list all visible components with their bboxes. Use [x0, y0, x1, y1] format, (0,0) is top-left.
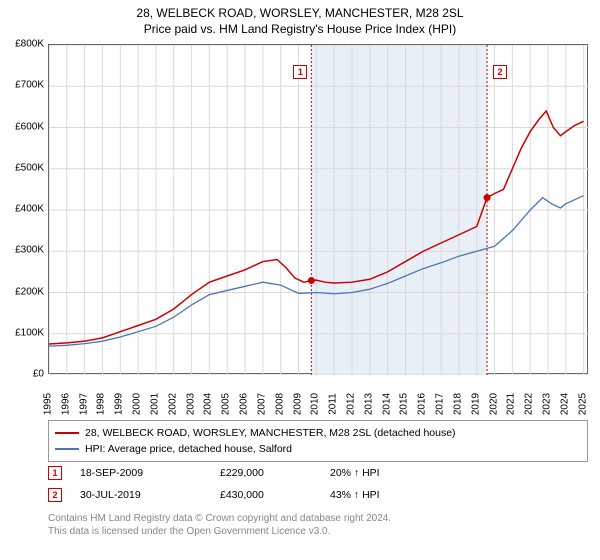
legend-item: 28, WELBECK ROAD, WORSLEY, MANCHESTER, M… [55, 425, 581, 441]
x-tick-label: 2016 [417, 393, 428, 415]
x-tick-label: 1997 [78, 393, 89, 415]
attribution-line1: Contains HM Land Registry data © Crown c… [48, 512, 588, 525]
y-tick-label: £700K [15, 80, 44, 91]
sale-price: £430,000 [220, 489, 330, 501]
y-tick-label: £400K [15, 204, 44, 215]
sale-delta: 20% ↑ HPI [330, 467, 440, 479]
x-tick-label: 2018 [452, 393, 463, 415]
sale-delta: 43% ↑ HPI [330, 489, 440, 501]
x-tick-label: 1995 [43, 393, 54, 415]
x-tick-label: 2015 [399, 393, 410, 415]
x-tick-label: 2003 [185, 393, 196, 415]
sale-row: 2 30-JUL-2019£430,00043% ↑ HPI [48, 484, 588, 506]
y-tick-label: £600K [15, 121, 44, 132]
x-tick-label: 2011 [328, 393, 339, 415]
legend: 28, WELBECK ROAD, WORSLEY, MANCHESTER, M… [48, 420, 588, 462]
x-tick-label: 1996 [60, 393, 71, 415]
title-address: 28, WELBECK ROAD, WORSLEY, MANCHESTER, M… [0, 6, 600, 20]
y-tick-label: £500K [15, 162, 44, 173]
sales-table: 1 18-SEP-2009£229,00020% ↑ HPI 2 30-JUL-201… [48, 462, 588, 506]
y-tick-label: £300K [15, 245, 44, 256]
x-tick-label: 2023 [542, 393, 553, 415]
x-tick-label: 2010 [310, 393, 321, 415]
sale-date: 18-SEP-2009 [80, 467, 220, 479]
x-tick-label: 2004 [203, 393, 214, 415]
sale-marker-icon: 1 [48, 466, 62, 480]
legend-text: 28, WELBECK ROAD, WORSLEY, MANCHESTER, M… [85, 427, 456, 439]
sale-date: 30-JUL-2019 [80, 489, 220, 501]
x-tick-label: 2022 [524, 393, 535, 415]
x-tick-label: 2013 [363, 393, 374, 415]
attribution: Contains HM Land Registry data © Crown c… [48, 512, 588, 538]
x-tick-label: 2025 [577, 393, 588, 415]
x-tick-label: 2024 [559, 393, 570, 415]
sale-row: 1 18-SEP-2009£229,00020% ↑ HPI [48, 462, 588, 484]
x-tick-label: 2017 [435, 393, 446, 415]
sale-annotation-1: 1 [293, 65, 307, 79]
x-tick-label: 1998 [96, 393, 107, 415]
y-tick-label: £200K [15, 286, 44, 297]
x-tick-label: 2012 [345, 393, 356, 415]
legend-swatch [55, 432, 79, 434]
sale-price: £229,000 [220, 467, 330, 479]
x-tick-label: 2000 [132, 393, 143, 415]
title-subtitle: Price paid vs. HM Land Registry's House … [0, 22, 600, 36]
y-tick-label: £0 [33, 369, 44, 380]
titles: 28, WELBECK ROAD, WORSLEY, MANCHESTER, M… [0, 0, 600, 36]
x-tick-label: 2007 [256, 393, 267, 415]
x-tick-label: 2006 [239, 393, 250, 415]
x-tick-label: 2005 [221, 393, 232, 415]
legend-text: HPI: Average price, detached house, Salf… [85, 443, 292, 455]
y-tick-label: £100K [15, 327, 44, 338]
plot-area: 12 [48, 44, 588, 374]
x-axis-labels: 1995199619971998199920002001200220032004… [48, 376, 588, 414]
x-tick-label: 1999 [114, 393, 125, 415]
sale-marker-icon: 2 [48, 488, 62, 502]
chart-area: £0£100K£200K£300K£400K£500K£600K£700K£80… [0, 44, 600, 414]
y-tick-label: £800K [15, 39, 44, 50]
x-tick-label: 2008 [274, 393, 285, 415]
sale-annotation-2: 2 [493, 65, 507, 79]
chart-container: 28, WELBECK ROAD, WORSLEY, MANCHESTER, M… [0, 0, 600, 560]
x-tick-label: 2020 [488, 393, 499, 415]
attribution-line2: This data is licensed under the Open Gov… [48, 525, 588, 538]
x-tick-label: 2014 [381, 393, 392, 415]
x-tick-label: 2019 [470, 393, 481, 415]
x-tick-label: 2002 [167, 393, 178, 415]
x-tick-label: 2001 [149, 393, 160, 415]
legend-swatch [55, 448, 79, 450]
y-axis-labels: £0£100K£200K£300K£400K£500K£600K£700K£80… [0, 44, 48, 374]
x-tick-label: 2021 [506, 393, 517, 415]
legend-item: HPI: Average price, detached house, Salf… [55, 441, 581, 457]
x-tick-label: 2009 [292, 393, 303, 415]
